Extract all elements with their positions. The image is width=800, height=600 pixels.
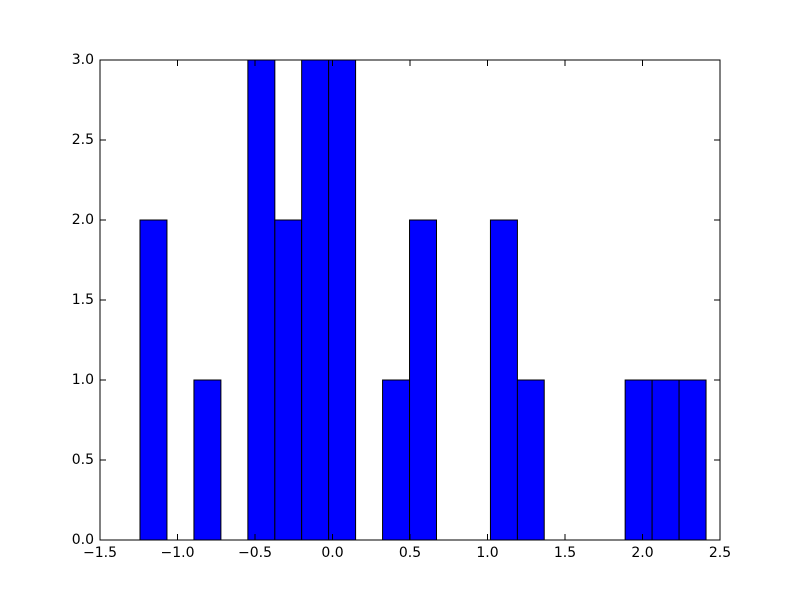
bar [382,379,411,541]
bar [247,59,276,541]
x-tick-label: −1.0 [161,545,195,561]
y-tick-label: 3.0 [72,52,94,68]
x-tick-label: 0.0 [321,545,343,561]
y-tick-label: 1.0 [72,372,94,388]
bar [624,379,653,541]
x-tick-label: 0.5 [399,545,421,561]
bar [328,59,357,541]
y-tick-label: 0.5 [72,452,94,468]
y-tick-label: 2.0 [72,212,94,228]
y-tick-label: 1.5 [72,292,94,308]
bar [678,379,707,541]
bar [193,379,222,541]
x-tick-label: −1.5 [83,545,117,561]
bar [274,219,303,541]
bar [516,379,545,541]
x-tick-label: 2.5 [709,545,731,561]
bar [409,219,438,541]
y-tick-label: 0.0 [72,532,94,548]
x-tick-label: 1.5 [554,545,576,561]
x-tick-label: −0.5 [238,545,272,561]
x-tick-label: 2.0 [631,545,653,561]
bar [651,379,680,541]
x-tick-label: 1.0 [476,545,498,561]
y-tick-label: 2.5 [72,132,94,148]
bar [489,219,518,541]
bar [301,59,330,541]
bar [139,219,168,541]
